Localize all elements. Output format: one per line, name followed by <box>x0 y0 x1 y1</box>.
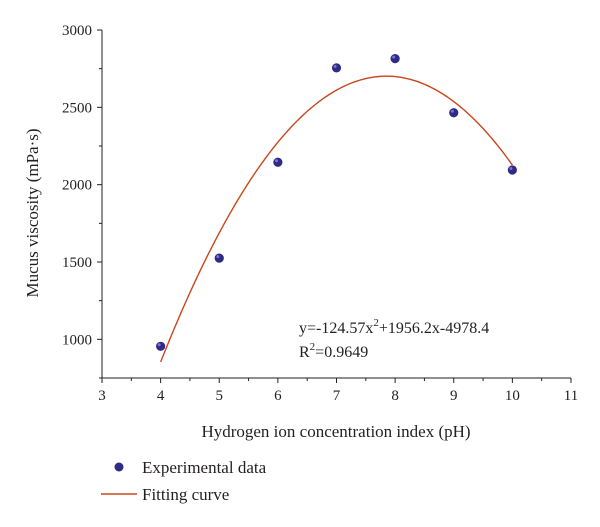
experimental-data-point <box>273 157 283 167</box>
x-tick-label: 8 <box>391 388 399 404</box>
legend-label-fit: Fitting curve <box>142 485 229 504</box>
x-tick-label: 9 <box>450 388 458 404</box>
data-point-highlight <box>450 109 454 113</box>
fit-equation-main: y=-124.57x <box>299 320 373 337</box>
fit-equation-rest: +1956.2x-4978.4 <box>379 320 489 337</box>
fit-equation: y=-124.57x2+1956.2x-4978.4 <box>299 317 489 337</box>
data-point-highlight <box>392 55 396 59</box>
y-tick-label: 3000 <box>62 23 92 39</box>
r-squared-prefix: R <box>299 344 310 361</box>
x-axis-title: Hydrogen ion concentration index (pH) <box>201 422 470 441</box>
x-tick-label: 6 <box>274 388 282 404</box>
x-tick-label: 10 <box>505 388 520 404</box>
experimental-data-point <box>331 63 342 73</box>
experimental-data-point <box>214 253 224 263</box>
experimental-data-point <box>390 54 400 64</box>
legend-marker-experimental <box>114 462 124 472</box>
experimental-data-point <box>507 165 517 175</box>
data-marks <box>156 54 517 363</box>
y-tick-label: 1500 <box>62 255 92 271</box>
x-tick-label: 11 <box>564 388 578 404</box>
x-tick-label: 5 <box>216 388 224 404</box>
r-squared-sup: 2 <box>310 341 316 353</box>
y-tick-label: 1000 <box>62 332 92 348</box>
fit-equation-sup: 2 <box>373 317 379 329</box>
y-axis-title: Mucus viscosity (mPa·s) <box>23 128 42 297</box>
fitting-curve-line <box>159 75 513 363</box>
data-point-highlight <box>333 64 337 68</box>
x-tick-label: 3 <box>98 388 106 404</box>
y-tick-label: 2000 <box>62 178 92 194</box>
data-point-highlight <box>274 159 278 163</box>
x-tick-label: 7 <box>333 388 341 404</box>
x-tick-label: 4 <box>157 388 165 404</box>
legend: Experimental data Fitting curve <box>101 458 267 504</box>
y-tick-label: 2500 <box>62 100 92 116</box>
r-squared: R2=0.9649 <box>299 341 368 361</box>
data-point-highlight <box>157 343 161 347</box>
data-point-highlight <box>509 166 513 170</box>
experimental-data-point <box>156 341 166 351</box>
legend-label-experimental: Experimental data <box>142 458 267 477</box>
experimental-data-point <box>449 108 459 118</box>
data-point-highlight <box>216 255 220 259</box>
r-squared-value: =0.9649 <box>315 344 368 361</box>
axis-ticks: 3 4 5 6 7 8 9 10 11 1000 1500 2000 2500 3000 <box>62 23 578 404</box>
